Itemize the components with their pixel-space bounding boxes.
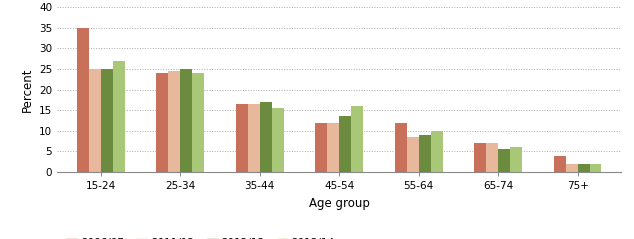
Bar bbox=[315, 123, 327, 172]
Bar bbox=[566, 164, 578, 172]
Bar bbox=[578, 164, 590, 172]
Bar bbox=[260, 102, 271, 172]
Bar bbox=[271, 108, 283, 172]
Bar bbox=[168, 71, 180, 172]
Bar bbox=[418, 135, 430, 172]
Bar bbox=[339, 116, 351, 172]
Bar bbox=[553, 156, 566, 172]
Bar bbox=[430, 131, 443, 172]
Bar bbox=[327, 123, 339, 172]
Bar bbox=[395, 123, 407, 172]
Bar bbox=[236, 104, 248, 172]
Legend: 2006/07, 2011/12, 2012/13, 2013/14: 2006/07, 2011/12, 2012/13, 2013/14 bbox=[62, 234, 339, 239]
Bar bbox=[510, 147, 522, 172]
Bar bbox=[498, 149, 510, 172]
Bar bbox=[101, 69, 113, 172]
Bar bbox=[486, 143, 498, 172]
X-axis label: Age group: Age group bbox=[309, 197, 370, 210]
Bar bbox=[77, 28, 89, 172]
Y-axis label: Percent: Percent bbox=[20, 67, 34, 112]
Bar bbox=[157, 73, 168, 172]
Bar bbox=[590, 164, 602, 172]
Bar bbox=[248, 104, 260, 172]
Bar bbox=[113, 61, 125, 172]
Bar bbox=[89, 69, 101, 172]
Bar bbox=[474, 143, 486, 172]
Bar bbox=[351, 106, 363, 172]
Bar bbox=[407, 137, 418, 172]
Bar bbox=[192, 73, 204, 172]
Bar bbox=[180, 69, 192, 172]
